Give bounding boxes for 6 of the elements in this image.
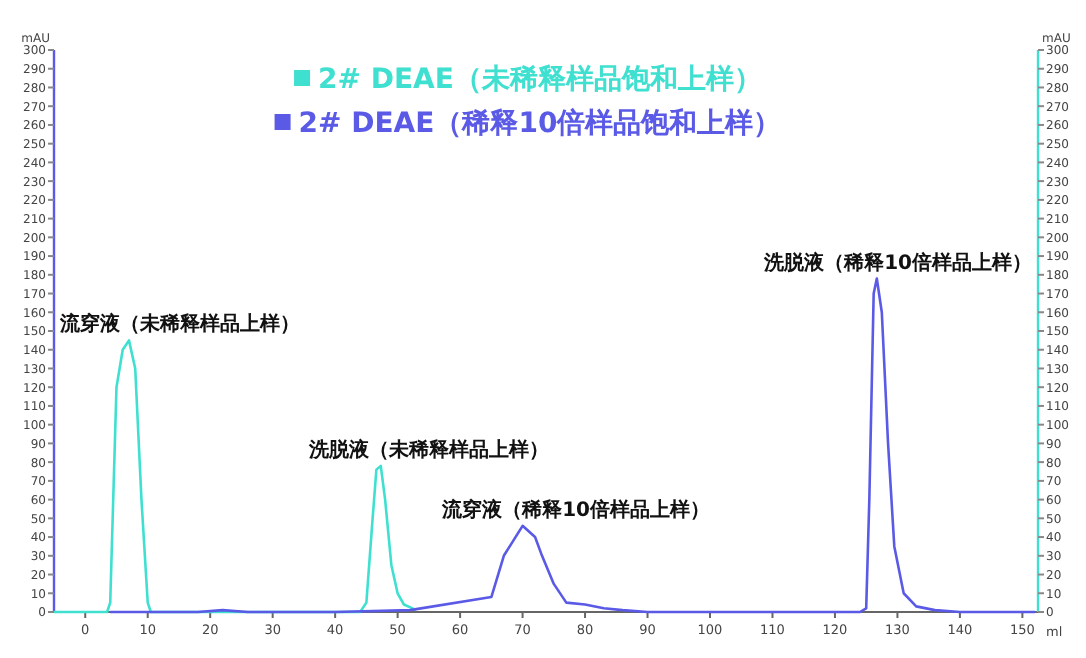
annotation: 流穿液（稀释10倍样品上样） (440, 497, 711, 522)
annotation: 流穿液（未稀释样品上样） (58, 312, 300, 337)
legend-label: 2# DEAE（未稀释样品饱和上样） (318, 64, 762, 96)
legend-label: 2# DEAE（稀释10倍样品饱和上样） (298, 106, 782, 140)
annotation: 洗脱液（未稀释样品上样） (306, 437, 549, 462)
annotation: 洗脱液（稀释10倍样品上样） (762, 250, 1032, 275)
